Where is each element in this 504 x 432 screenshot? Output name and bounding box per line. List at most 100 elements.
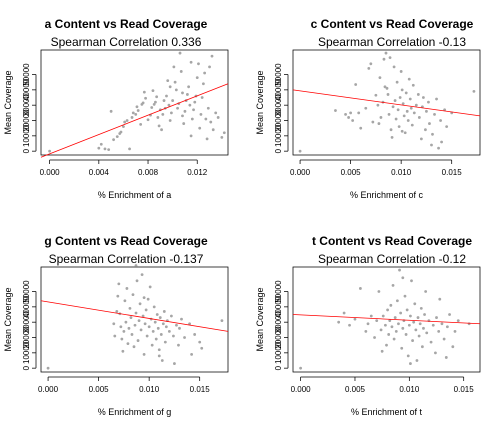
data-point	[109, 109, 113, 113]
data-point	[116, 294, 120, 298]
data-point	[163, 340, 167, 344]
data-point	[409, 314, 412, 318]
data-point	[366, 322, 370, 326]
data-point	[206, 106, 210, 110]
chart-subtitle: Spearman Correlation -0.12	[318, 252, 466, 266]
regression-line	[292, 89, 481, 117]
data-point	[183, 109, 187, 113]
data-point	[394, 117, 398, 121]
data-point	[448, 313, 451, 316]
data-point	[173, 80, 177, 84]
data-point	[222, 131, 226, 135]
data-point	[354, 83, 358, 86]
data-point	[169, 314, 173, 318]
chart-subtitle: Spearman Correlation -0.13	[318, 35, 466, 49]
y-axis-label: Mean Coverage	[3, 287, 13, 351]
chart-panel-0: a Content vs Read Coverage Spearman Corre…	[3, 17, 229, 200]
y-tick-label: 50000	[22, 280, 31, 303]
data-point	[440, 322, 444, 326]
chart-subtitle: Spearman Correlation -0.137	[49, 252, 204, 266]
x-tick-label: 0.012	[187, 168, 208, 177]
data-point	[359, 126, 363, 130]
data-point	[409, 362, 412, 365]
data-point	[178, 51, 182, 55]
data-point	[389, 128, 393, 132]
data-point	[123, 120, 127, 124]
data-point	[376, 103, 380, 107]
data-point	[439, 119, 442, 122]
data-point	[174, 88, 178, 92]
y-tick-label: 30000	[22, 94, 31, 117]
data-point	[347, 116, 350, 119]
data-point	[392, 337, 396, 341]
data-point	[136, 109, 140, 112]
data-point	[413, 302, 417, 306]
data-point	[386, 308, 389, 312]
data-point	[400, 129, 404, 133]
data-point	[437, 146, 440, 150]
data-point	[115, 135, 119, 139]
data-point	[421, 96, 425, 99]
data-point	[416, 93, 420, 96]
data-point	[161, 112, 165, 116]
data-point	[417, 334, 421, 338]
data-point	[404, 333, 408, 336]
data-point	[374, 93, 378, 97]
data-point	[177, 343, 180, 347]
x-axis-label: % Enrichment of t	[351, 407, 423, 417]
data-point	[420, 345, 424, 349]
data-point	[170, 111, 173, 115]
data-point	[172, 334, 175, 338]
y-tick-label: 50000	[274, 280, 283, 303]
data-point	[334, 109, 337, 112]
data-point	[390, 325, 394, 329]
data-point	[117, 282, 121, 286]
data-point	[393, 316, 397, 319]
data-point	[388, 56, 392, 60]
x-axis-label: % Enrichment of g	[98, 407, 172, 417]
y-tick-label: 30000	[274, 94, 283, 117]
y-tick-label: 40000	[274, 295, 283, 318]
data-point	[154, 337, 158, 341]
x-tick-label: 0.004	[89, 168, 110, 177]
data-point	[203, 71, 207, 75]
plot-frame	[40, 266, 229, 373]
y-tick-label: 0	[22, 148, 31, 153]
plot-frame	[292, 266, 481, 373]
data-point	[375, 319, 379, 323]
data-point	[173, 362, 176, 365]
data-point	[135, 105, 139, 109]
data-point	[148, 285, 152, 289]
data-point	[406, 354, 410, 358]
data-point	[209, 120, 213, 124]
data-point	[193, 100, 197, 104]
data-point	[386, 93, 390, 96]
data-point	[425, 331, 429, 335]
data-point	[390, 135, 394, 139]
data-point	[364, 329, 368, 333]
data-point	[357, 111, 361, 115]
regression-line	[292, 314, 481, 325]
x-tick-label: 0.005	[89, 385, 110, 394]
data-point	[142, 352, 146, 356]
data-point	[107, 148, 111, 152]
data-point	[405, 308, 409, 312]
data-point	[412, 320, 416, 324]
data-point	[139, 328, 143, 332]
data-point	[214, 111, 218, 115]
data-point	[393, 99, 397, 102]
data-point	[379, 328, 383, 332]
data-point	[211, 128, 215, 132]
data-point	[398, 268, 401, 272]
regression-line	[40, 300, 229, 332]
data-point	[130, 116, 134, 119]
data-point	[135, 279, 139, 283]
data-point	[445, 125, 449, 129]
data-point	[385, 343, 388, 347]
data-point	[205, 137, 209, 141]
data-point	[414, 103, 418, 107]
data-point	[171, 99, 175, 102]
data-point	[337, 320, 341, 324]
data-point	[399, 311, 403, 315]
data-point	[157, 348, 161, 352]
